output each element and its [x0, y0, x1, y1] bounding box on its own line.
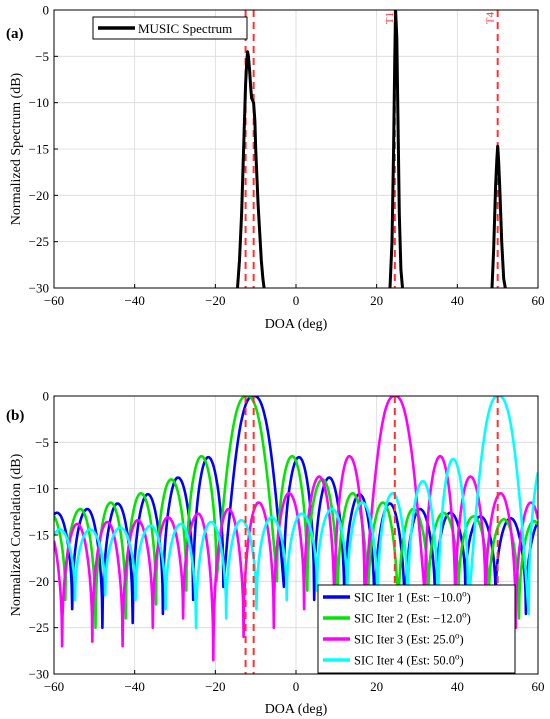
legend-entry-prefix: SIC Iter 3 (Est:	[354, 633, 433, 647]
x-tick-label: 20	[370, 293, 383, 308]
legend-entry-degree: o	[455, 631, 460, 641]
panel-b-series	[54, 396, 538, 662]
panel-a-xlabel: DOA (deg)	[265, 317, 328, 332]
panel-a-label: (a)	[6, 26, 24, 42]
legend-entry-suffix: )	[467, 612, 471, 626]
legend-entry-label: SIC Iter 4 (Est: 50.0o)	[354, 652, 464, 668]
x-tick-label: 60	[532, 679, 545, 694]
legend-entry-label: SIC Iter 1 (Est: −10.0o)	[354, 589, 471, 605]
y-tick-label: −30	[29, 281, 49, 296]
y-tick-label: −20	[29, 574, 49, 589]
y-tick-label: −5	[35, 49, 49, 64]
panel-a: −60 −40 −20 0 20 40 600−5−10−15−20−25−30 T1 T4 …	[6, 3, 545, 333]
panel-a-series	[236, 10, 507, 288]
x-tick-label: 0	[293, 679, 300, 694]
legend-entry-label: MUSIC Spectrum	[138, 21, 232, 36]
x-tick-label: 60	[532, 293, 545, 308]
y-tick-label: −10	[29, 95, 49, 110]
legend-entry-degree: o	[455, 652, 460, 662]
x-tick-label: 0	[293, 293, 300, 308]
x-tick-label: 20	[370, 679, 383, 694]
x-tick-label: −60	[44, 293, 64, 308]
legend-entry-suffix: )	[467, 591, 471, 605]
target-label: T4	[485, 12, 497, 25]
legend-entry-degree: o	[462, 589, 467, 599]
y-tick-label: −30	[29, 667, 49, 682]
y-tick-label: −25	[29, 620, 49, 635]
target-label: T1	[384, 12, 396, 24]
x-tick-label: −40	[124, 293, 144, 308]
y-tick-label: 0	[43, 3, 50, 18]
y-tick-label: −15	[29, 528, 49, 543]
panel-b-ylabel: Normalized Correlation (dB)	[9, 453, 24, 616]
x-tick-label: −40	[124, 679, 144, 694]
legend-box	[317, 584, 516, 674]
panel-a-legend: MUSIC Spectrum	[92, 16, 248, 40]
legend-entry-label: SIC Iter 3 (Est: 25.0o)	[354, 631, 464, 647]
series-sic-iter-4-line	[54, 396, 538, 629]
y-tick-label: −20	[29, 188, 49, 203]
legend-entry-label: SIC Iter 2 (Est: −12.0o)	[354, 610, 471, 626]
x-tick-label: −60	[44, 679, 64, 694]
panel-b-ticks: −60 −40 −20 0 20 40 60 0 −5 −10 −15 −20 −25 −30	[29, 389, 545, 695]
legend-entry-prefix: SIC Iter 4 (Est:	[354, 654, 433, 668]
legend-entry-value: −10.0	[433, 591, 462, 605]
panel-b-xlabel: DOA (deg)	[265, 702, 328, 717]
series-sic-iter-3-line	[54, 396, 538, 662]
y-tick-label: −5	[35, 435, 49, 450]
x-tick-label: −20	[205, 293, 225, 308]
y-tick-label: −25	[29, 234, 49, 249]
y-tick-label: −10	[29, 481, 49, 496]
panel-b: −60 −40 −20 0 20 40 60 0 −5 −10 −15 −20 −25 −30 (b) D…	[6, 389, 545, 718]
x-tick-label: 40	[451, 293, 464, 308]
panel-a-ticks: −60 −40 −20 0 20 40 60 0 −5 −10 −15 −20 −25 −30	[29, 3, 545, 309]
legend-entry-prefix: SIC Iter 1 (Est:	[354, 591, 433, 605]
legend-entry-suffix: )	[460, 633, 464, 647]
y-tick-label: −15	[29, 142, 49, 157]
series-music-spectrum-line	[236, 10, 507, 288]
x-tick-label: −20	[205, 679, 225, 694]
x-tick-label: 40	[451, 679, 464, 694]
legend-entry-value: 50.0	[433, 654, 455, 668]
panel-a-ylabel: Normalized Spectrum (dB)	[9, 72, 24, 225]
legend-entry-suffix: )	[460, 654, 464, 668]
legend-entry-degree: o	[462, 610, 467, 620]
legend-entry-value: 25.0	[433, 633, 455, 647]
panel-a-target-labels: T1 T4	[384, 12, 497, 25]
y-tick-label: 0	[43, 389, 50, 404]
legend-entry-value: −12.0	[433, 612, 462, 626]
panel-b-label: (b)	[6, 408, 24, 424]
panel-b-legend: SIC Iter 1 (Est: −10.0o)SIC Iter 2 (Est:…	[317, 584, 516, 674]
legend-box	[92, 16, 248, 40]
legend-entry-prefix: SIC Iter 2 (Est:	[354, 612, 433, 626]
